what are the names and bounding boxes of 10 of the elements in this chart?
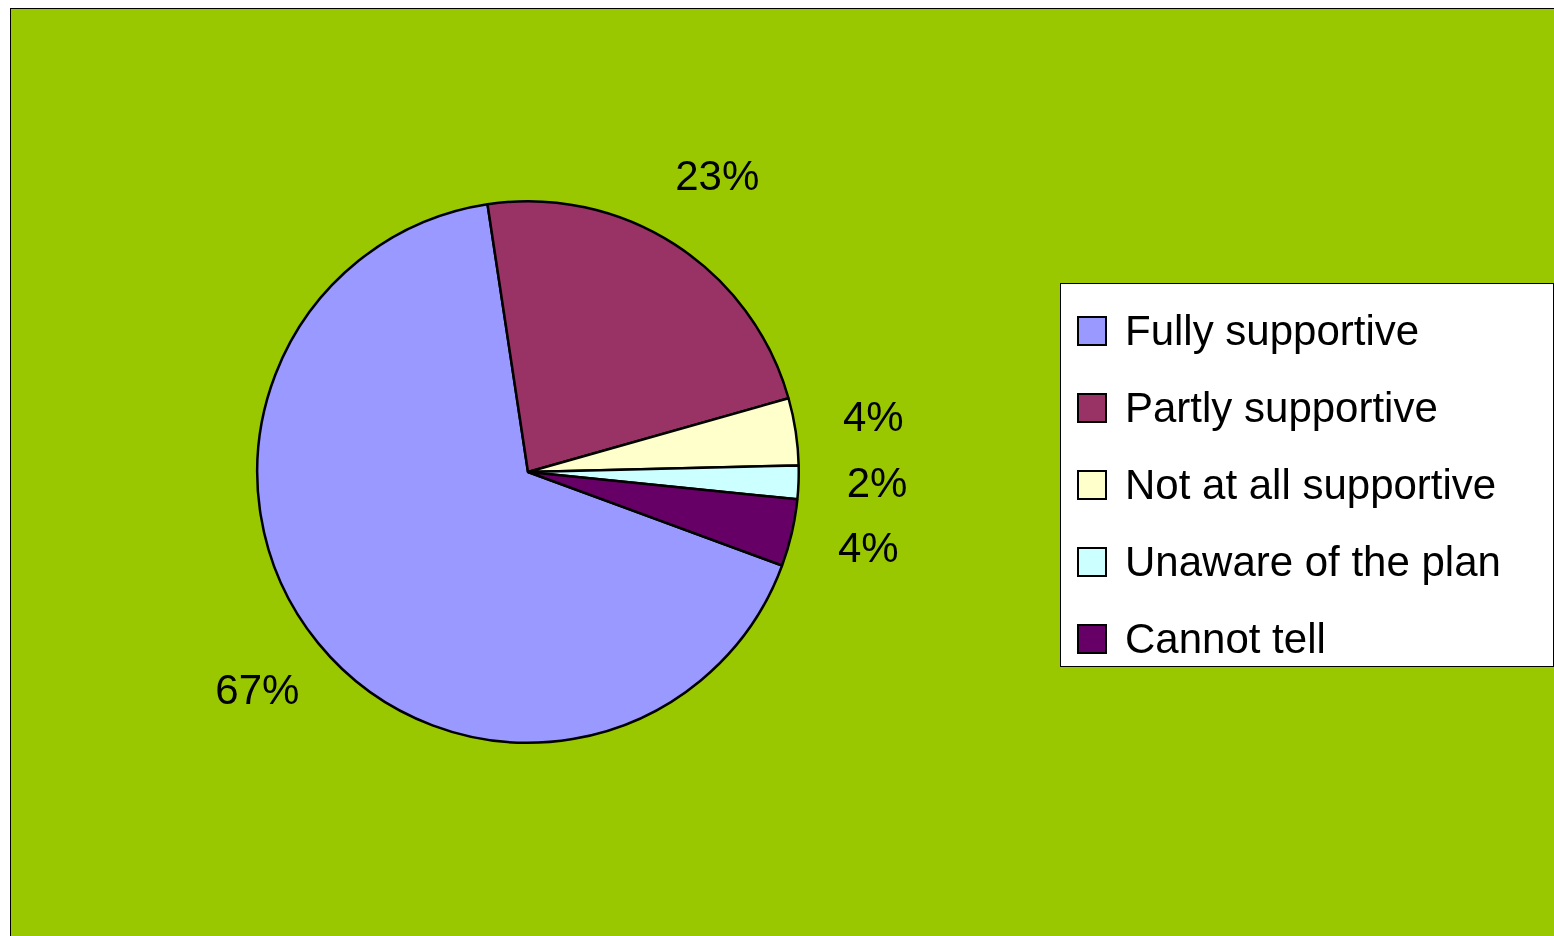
data-label: 23%	[675, 152, 760, 199]
data-label: 4%	[842, 393, 904, 441]
legend-label: Cannot tell	[1125, 614, 1326, 663]
legend-label: Fully supportive	[1125, 306, 1420, 355]
legend-label: Unaware of the plan	[1125, 537, 1501, 586]
data-label: 67%	[215, 666, 300, 714]
data-label: 2%	[846, 458, 908, 506]
legend-label: Not at all supportive	[1125, 460, 1497, 509]
data-label: 4%	[837, 524, 899, 572]
legend-label: Partly supportive	[1125, 383, 1438, 432]
